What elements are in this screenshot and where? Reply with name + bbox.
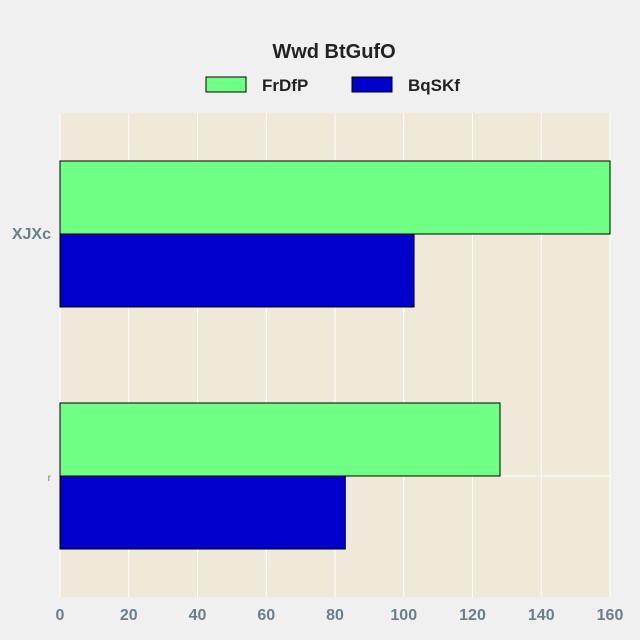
y-axis-ticks: XJXc r xyxy=(12,226,52,484)
x-tick-label-100: 100 xyxy=(390,607,417,624)
bar-BqSKf-XJXc xyxy=(59,233,415,308)
y-tick-label-1: r xyxy=(48,473,52,484)
bar-BqSKf-r xyxy=(59,475,346,550)
x-tick-label-60: 60 xyxy=(257,607,275,624)
chart-title: Wwd BtGufO xyxy=(272,41,395,63)
legend: FrDfP BqSKf xyxy=(205,76,460,95)
y-tick-label-0: XJXc xyxy=(12,226,51,243)
legend-swatch-FrDfP xyxy=(205,76,247,93)
x-tick-label-80: 80 xyxy=(326,607,344,624)
bar-FrDfP-XJXc xyxy=(59,160,611,235)
bars xyxy=(59,160,611,550)
bar-FrDfP-r xyxy=(59,402,501,477)
x-axis-ticks: 0 20 40 60 80 100 120 140 160 xyxy=(56,607,624,624)
legend-label-BqSKf: BqSKf xyxy=(408,76,460,95)
x-tick-label-120: 120 xyxy=(459,607,486,624)
x-tick-label-40: 40 xyxy=(189,607,207,624)
x-tick-label-0: 0 xyxy=(56,607,65,624)
x-tick-label-160: 160 xyxy=(597,607,624,624)
legend-label-FrDfP: FrDfP xyxy=(262,76,308,95)
legend-swatch-BqSKf xyxy=(351,76,393,93)
x-tick-label-20: 20 xyxy=(120,607,138,624)
x-tick-label-140: 140 xyxy=(528,607,555,624)
